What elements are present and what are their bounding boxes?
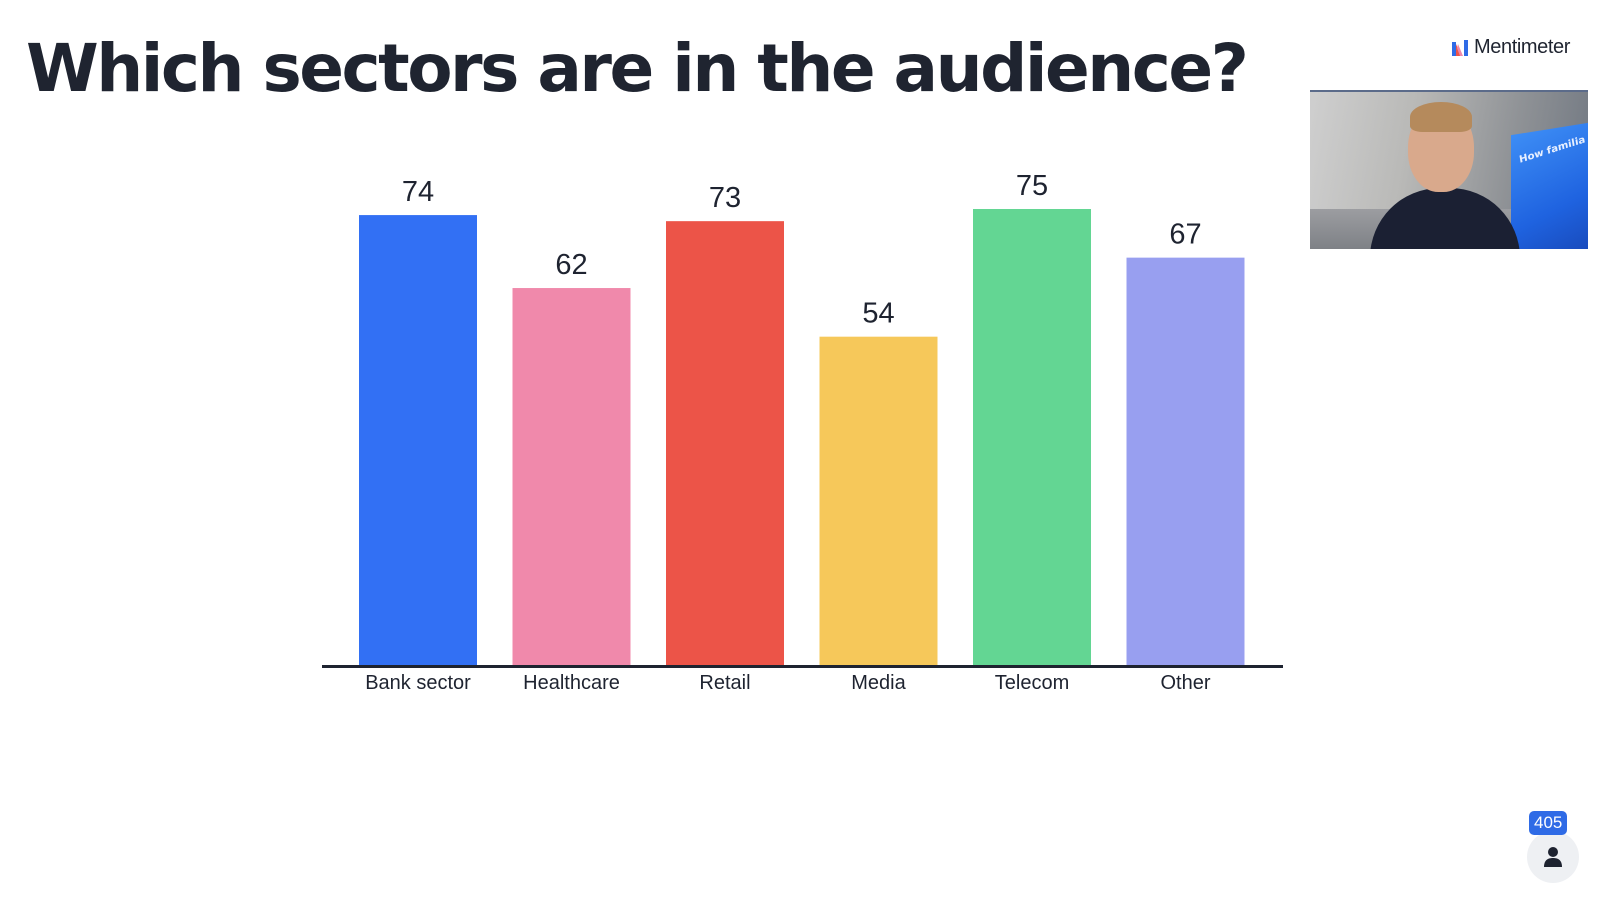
- value-label: 74: [402, 176, 434, 208]
- brand-name: Mentimeter: [1474, 36, 1571, 58]
- value-label: 62: [555, 249, 587, 281]
- mentimeter-logo-icon: [1452, 39, 1468, 56]
- presenter-video: How familia: [1310, 90, 1588, 249]
- bar-retail: [666, 221, 784, 665]
- category-label: Media: [851, 672, 906, 694]
- participant-count-badge: 405: [1529, 811, 1568, 835]
- value-label: 75: [1016, 170, 1048, 202]
- participants-avatar[interactable]: [1527, 831, 1579, 883]
- value-label: 73: [709, 182, 741, 214]
- bar-telecom: [973, 209, 1091, 665]
- brand: Mentimeter: [1452, 36, 1570, 59]
- category-label: Retail: [699, 672, 750, 694]
- category-label: Other: [1160, 672, 1210, 694]
- bar-media: [819, 336, 938, 665]
- bar-bank-sector: [359, 215, 477, 665]
- presenter-hair: [1410, 102, 1472, 132]
- category-label: Healthcare: [523, 672, 620, 694]
- category-label: Telecom: [995, 672, 1069, 694]
- value-label: 67: [1169, 219, 1201, 251]
- participants-indicator[interactable]: 405: [1527, 811, 1581, 883]
- slide-title: Which sectors are in the audience?: [26, 30, 1249, 107]
- category-label: Bank sector: [365, 672, 471, 694]
- bar-healthcare: [512, 288, 631, 665]
- bar-other: [1126, 257, 1245, 665]
- person-icon: [1544, 847, 1562, 867]
- value-label: 54: [862, 298, 894, 330]
